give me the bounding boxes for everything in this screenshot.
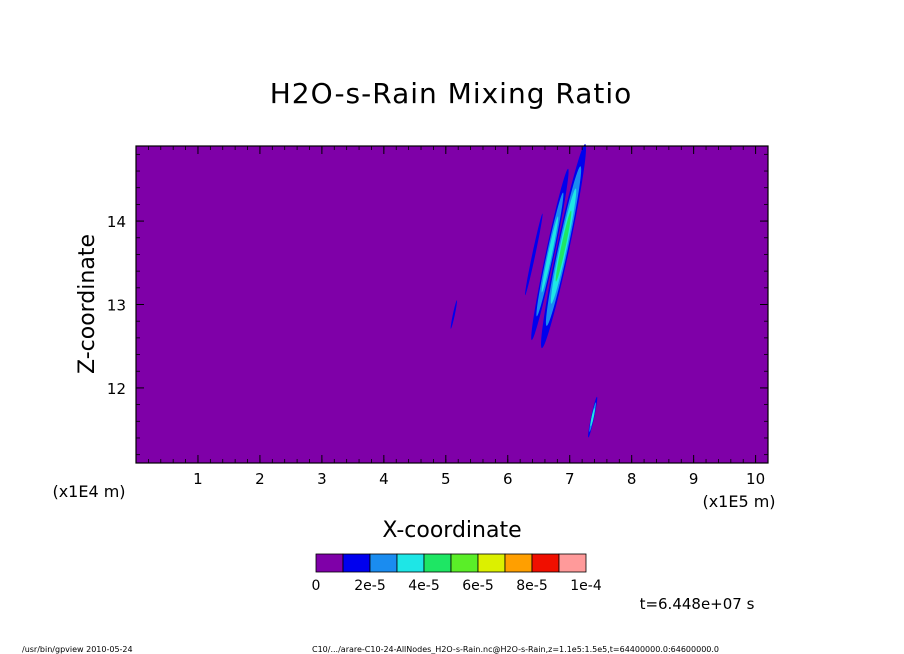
time-label: t=6.448e+07 s: [640, 595, 755, 613]
feature-middle-plume: [531, 168, 569, 341]
colorbar-label: 6e-5: [462, 578, 493, 594]
x-tick-label: 8: [627, 470, 637, 488]
x-tick-label: 6: [503, 470, 513, 488]
colorbar-label: 4e-5: [408, 578, 439, 594]
footer-right: C10/.../arare-C10-24-AllNodes_H2O-s-Rain…: [312, 645, 719, 654]
colorbar-swatch: [396, 553, 425, 573]
feature-left-plume: [524, 213, 543, 296]
y-tick-label: 13: [107, 297, 126, 315]
colorbar-swatch: [531, 553, 560, 573]
colorbar-label: 2e-5: [354, 578, 385, 594]
x-tick-label: 7: [565, 470, 575, 488]
colorbar-swatch: [558, 553, 587, 573]
feature-low-cell: [588, 396, 598, 438]
x-tick-label: 10: [746, 470, 765, 488]
x-axis-label: X-coordinate: [382, 518, 521, 543]
feature-small-cell: [450, 300, 458, 329]
y-axis-label: Z-coordinate: [75, 234, 100, 374]
feature-contour: [555, 210, 572, 282]
colorbar-label: 0: [312, 578, 321, 594]
colorbar-swatch: [504, 553, 533, 573]
feature-contour: [590, 408, 595, 427]
x-tick-label: 2: [255, 470, 265, 488]
colorbar-label: 1e-4: [570, 578, 602, 594]
footer-left: /usr/bin/gpview 2010-05-24: [22, 645, 133, 654]
x-tick-label: 3: [317, 470, 327, 488]
colorbar-swatch: [423, 553, 452, 573]
colorbar-swatch: [315, 553, 344, 573]
x-tick-label: 5: [441, 470, 451, 488]
colorbar: 0 2e-5 4e-5 6e-5 8e-5 1e-4: [312, 553, 602, 594]
feature-contour: [541, 216, 559, 293]
x-tick-label: 9: [689, 470, 699, 488]
y-tick-label: 14: [107, 213, 126, 231]
feature-contour: [450, 300, 458, 329]
colorbar-swatch: [477, 553, 506, 573]
colorbar-swatch: [342, 553, 371, 573]
x-tick-label: 1: [193, 470, 203, 488]
plot-background: [136, 146, 768, 463]
colorbar-swatch: [369, 553, 398, 573]
y-tick-label: 12: [107, 380, 126, 398]
chart-title: H2O-s-Rain Mixing Ratio: [270, 77, 633, 110]
x-scale-label: (x1E5 m): [702, 492, 775, 511]
x-tick-label: 4: [379, 470, 389, 488]
colorbar-swatch: [450, 553, 479, 573]
feature-contour: [524, 213, 543, 296]
y-scale-label: (x1E4 m): [52, 482, 125, 501]
colorbar-label: 8e-5: [516, 578, 547, 594]
feature-right-plume: [541, 144, 587, 349]
